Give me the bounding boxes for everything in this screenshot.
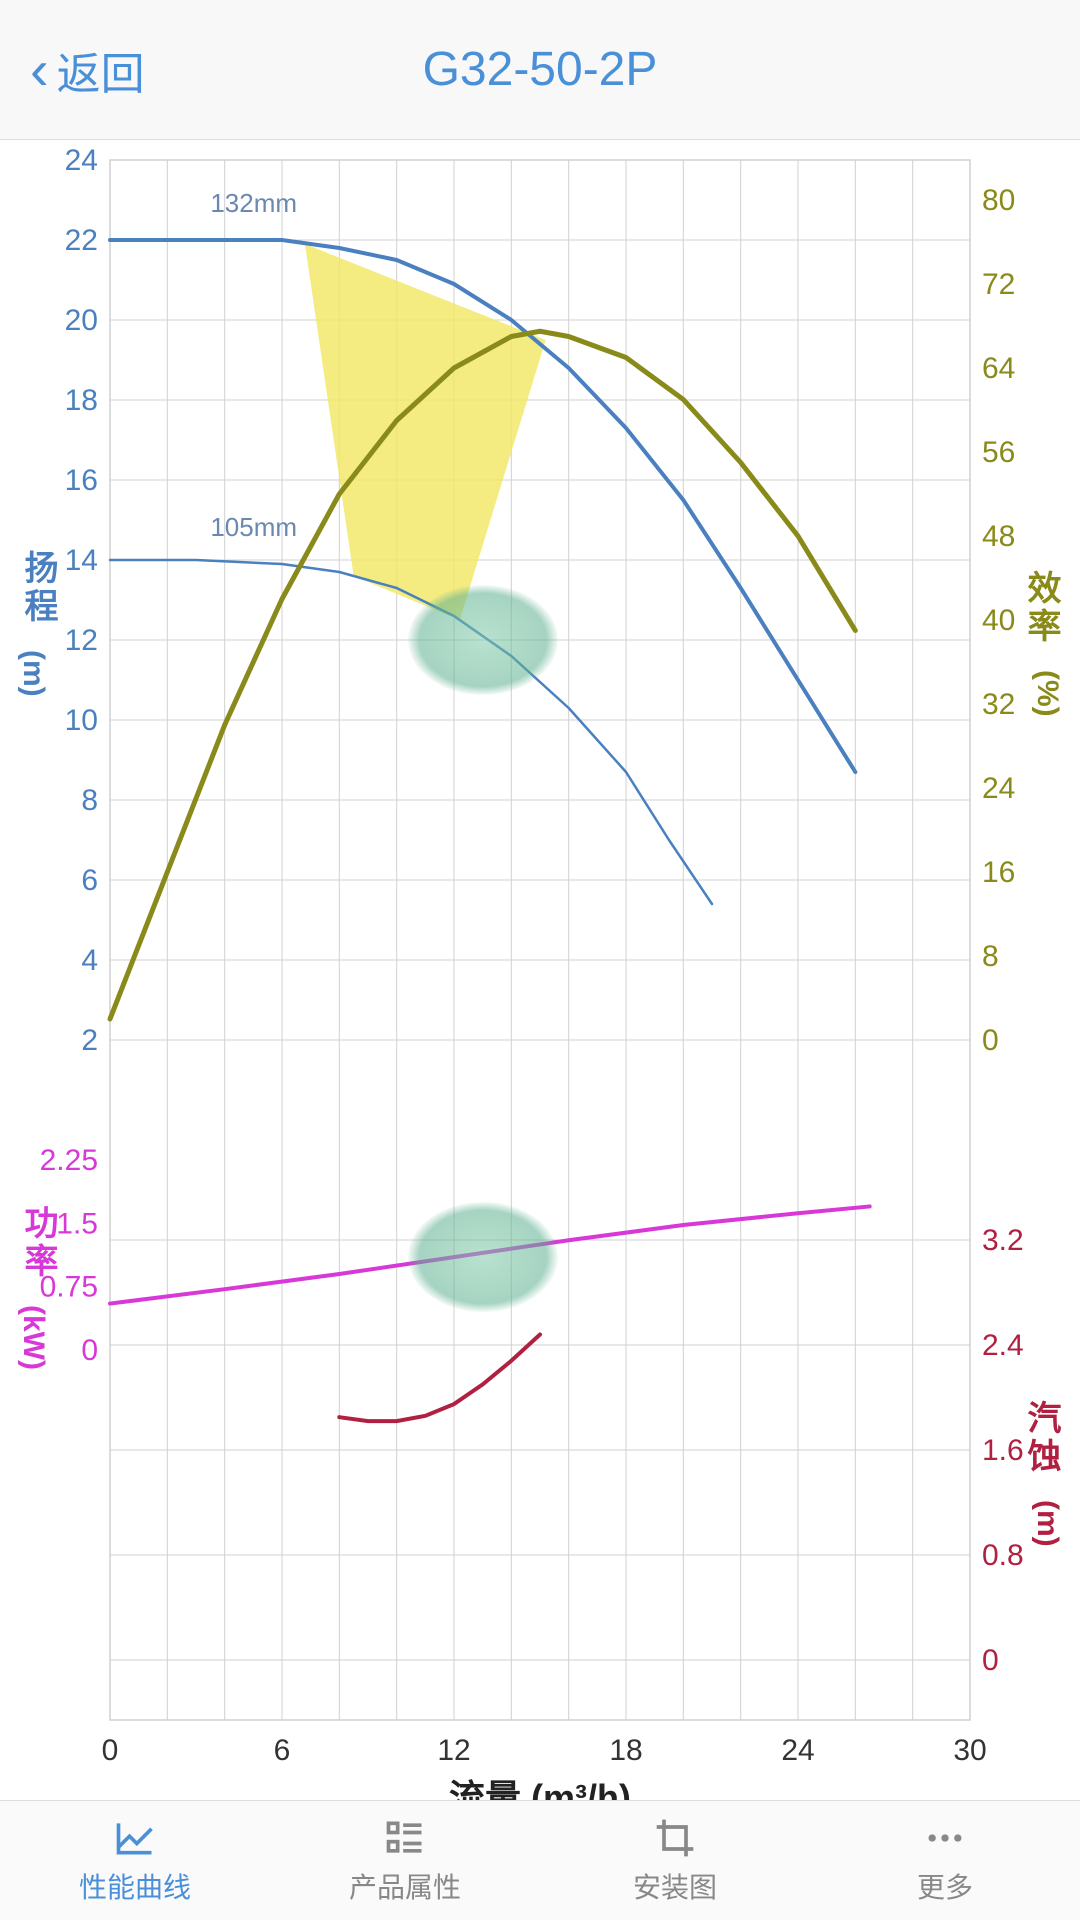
axis-label-npsh: 汽蚀 (1017, 1400, 1066, 1476)
svg-text:32: 32 (982, 688, 1015, 721)
svg-text:14: 14 (65, 544, 98, 577)
chevron-left-icon: ‹ (30, 37, 49, 102)
watermark-logo-icon (408, 1202, 558, 1312)
tab-performance[interactable]: 性能曲线 (0, 1801, 270, 1920)
svg-text:16: 16 (982, 856, 1015, 889)
back-button[interactable]: ‹ 返回 (30, 37, 145, 102)
back-label: 返回 (57, 38, 145, 102)
svg-text:6: 6 (274, 1734, 291, 1767)
axis-label-head: 扬程 (14, 550, 63, 626)
page-title: G32-50-2P (0, 42, 1080, 97)
svg-text:56: 56 (982, 436, 1015, 469)
svg-text:72: 72 (982, 268, 1015, 301)
svg-text:2: 2 (81, 1024, 98, 1057)
bottom-tab-bar: 性能曲线 产品属性 安装图 更多 (0, 1800, 1080, 1920)
svg-text:64: 64 (982, 352, 1015, 385)
svg-text:3.2: 3.2 (982, 1224, 1024, 1257)
svg-text:24: 24 (65, 144, 98, 177)
svg-text:18: 18 (65, 384, 98, 417)
performance-chart: 132mm105mm0612182430流量 (m³/h)24681012141… (0, 140, 1080, 1800)
svg-text:0.8: 0.8 (982, 1539, 1024, 1572)
chart-container: 132mm105mm0612182430流量 (m³/h)24681012141… (0, 140, 1080, 1800)
list-icon (383, 1816, 427, 1860)
svg-text:80: 80 (982, 184, 1015, 217)
svg-text:4: 4 (81, 944, 98, 977)
svg-text:30: 30 (953, 1734, 986, 1767)
axis-unit-efficiency: (%) (1030, 670, 1064, 717)
svg-text:105mm: 105mm (210, 512, 297, 542)
svg-text:10: 10 (65, 704, 98, 737)
svg-text:8: 8 (982, 940, 999, 973)
svg-text:12: 12 (437, 1734, 470, 1767)
axis-unit-head: (m) (16, 650, 50, 697)
axis-label-efficiency: 效率 (1017, 570, 1066, 646)
svg-text:2.25: 2.25 (40, 1144, 98, 1177)
svg-text:16: 16 (65, 464, 98, 497)
axis-label-power: 功率 (14, 1205, 63, 1281)
svg-text:24: 24 (982, 772, 1015, 805)
svg-text:22: 22 (65, 224, 98, 257)
tab-label: 更多 (917, 1866, 973, 1906)
svg-text:24: 24 (781, 1734, 814, 1767)
tab-more[interactable]: 更多 (810, 1801, 1080, 1920)
svg-text:6: 6 (81, 864, 98, 897)
svg-text:12: 12 (65, 624, 98, 657)
tab-installation[interactable]: 安装图 (540, 1801, 810, 1920)
svg-text:0: 0 (81, 1334, 98, 1367)
tab-label: 安装图 (633, 1866, 717, 1906)
svg-text:8: 8 (81, 784, 98, 817)
svg-text:18: 18 (609, 1734, 642, 1767)
svg-text:48: 48 (982, 520, 1015, 553)
crop-icon (653, 1816, 697, 1860)
watermark-logo-icon (408, 585, 558, 695)
svg-text:0: 0 (982, 1644, 999, 1677)
svg-text:流量 (m³/h): 流量 (m³/h) (449, 1777, 631, 1800)
svg-text:0: 0 (982, 1024, 999, 1057)
tab-label: 性能曲线 (79, 1866, 191, 1906)
svg-text:2.4: 2.4 (982, 1329, 1024, 1362)
svg-text:132mm: 132mm (210, 188, 297, 218)
axis-unit-power: (kW) (16, 1305, 50, 1370)
header-bar: ‹ 返回 G32-50-2P (0, 0, 1080, 140)
axis-unit-npsh: (m) (1030, 1500, 1064, 1547)
svg-text:20: 20 (65, 304, 98, 337)
more-icon (923, 1816, 967, 1860)
tab-label: 产品属性 (349, 1866, 461, 1906)
svg-text:40: 40 (982, 604, 1015, 637)
tab-attributes[interactable]: 产品属性 (270, 1801, 540, 1920)
svg-text:0: 0 (102, 1734, 119, 1767)
chart-line-icon (113, 1816, 157, 1860)
